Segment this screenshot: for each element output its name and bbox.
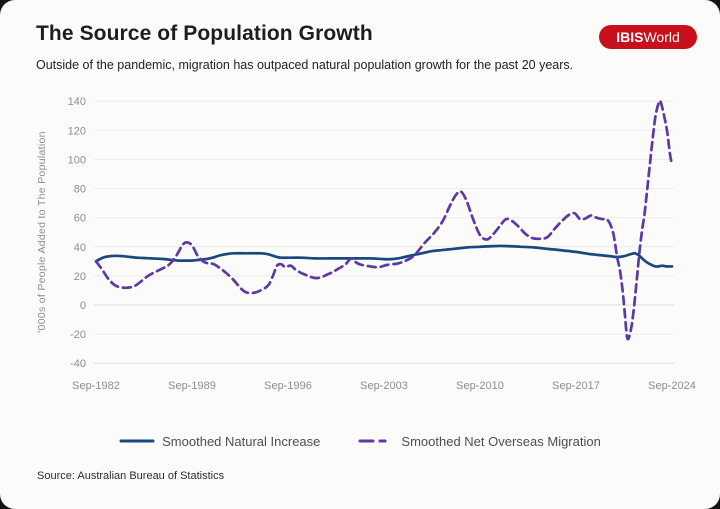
x-tick-label: Sep-2017 [552,380,600,392]
x-tick-label: Sep-1996 [264,380,312,392]
source-attribution: Source: Australian Bureau of Statistics [37,470,225,482]
legend-item-net-overseas-migration: Smoothed Net Overseas Migration [358,432,601,450]
y-tick-label: 80 [74,184,86,196]
y-tick-label: 40 [74,242,86,254]
ibisworld-logo: IBIS World [599,25,697,49]
series-line-dashed [94,99,674,341]
y-tick-label: -40 [70,358,86,370]
legend-swatch-natural-increase [119,432,155,450]
chart-legend: Smoothed Natural Increase Smoothed Net O… [0,427,720,455]
y-tick-label: 100 [68,154,86,166]
legend-item-natural-increase: Smoothed Natural Increase [119,432,320,450]
x-tick-label: Sep-2010 [456,380,504,392]
x-tick-label: Sep-1989 [168,380,216,392]
chart-subtitle: Outside of the pandemic, migration has o… [36,58,574,72]
legend-swatch-net-overseas-migration [358,432,394,450]
x-tick-label: Sep-2003 [360,380,408,392]
y-tick-label: -20 [70,329,86,341]
y-tick-label: 0 [80,300,86,312]
y-tick-label: 20 [74,271,86,283]
y-tick-label: 120 [68,125,86,137]
page-title: The Source of Population Growth [36,22,373,45]
x-tick-label: Sep-1982 [72,380,120,392]
legend-label: Smoothed Net Overseas Migration [401,433,601,449]
y-tick-label: 60 [74,213,86,225]
logo-text-regular: World [643,29,680,45]
y-tick-label: 140 [68,96,86,108]
logo-text-bold: IBIS [616,29,644,45]
legend-label: Smoothed Natural Increase [162,433,321,449]
series-line-solid [94,244,674,268]
x-tick-label: Sep-2024 [648,380,696,392]
